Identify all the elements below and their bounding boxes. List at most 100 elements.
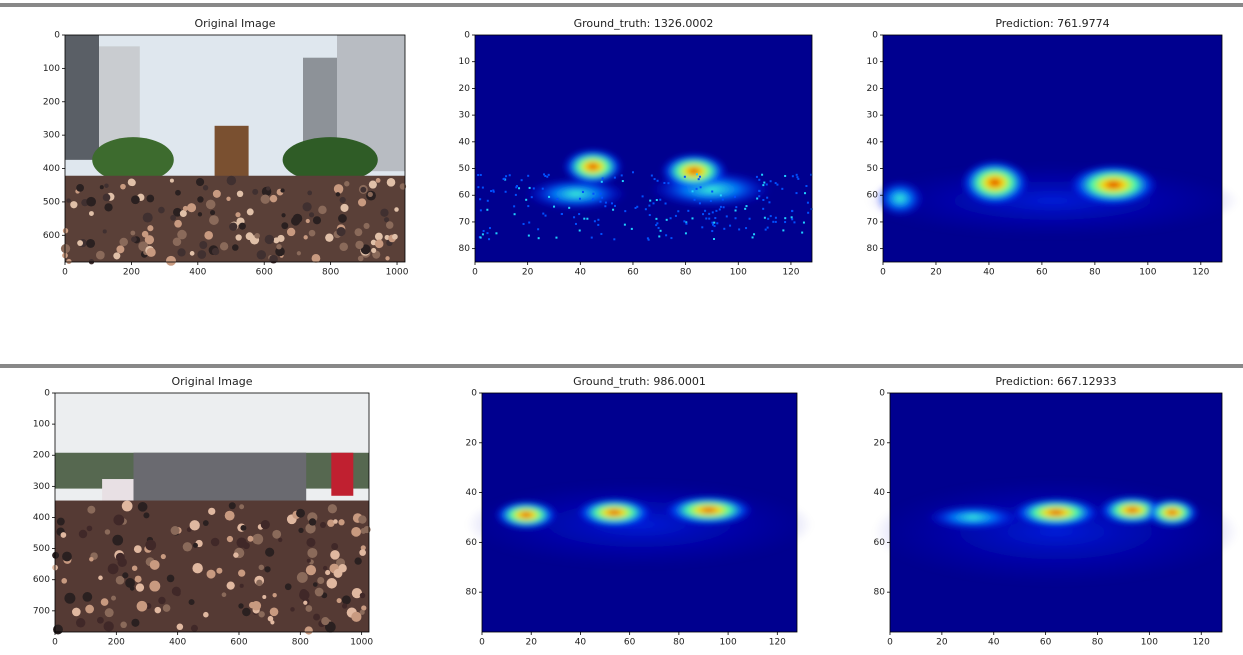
heat-speck	[515, 186, 517, 188]
person	[147, 225, 153, 231]
person	[247, 536, 253, 542]
heat-speck	[762, 184, 764, 186]
x-tick-label: 40	[988, 638, 1000, 648]
heat-speck	[700, 186, 702, 188]
person	[149, 581, 160, 592]
person	[291, 216, 300, 225]
heat-speck	[515, 194, 517, 196]
person	[270, 195, 277, 202]
y-tick-label: 50	[867, 164, 879, 174]
person	[79, 530, 87, 538]
person	[261, 520, 270, 529]
heat-speck	[698, 178, 700, 180]
person	[66, 259, 71, 264]
y-tick-label: 700	[33, 606, 50, 616]
x-tick-label: 120	[1192, 268, 1209, 278]
y-tick-label: 40	[466, 488, 478, 498]
person	[331, 543, 338, 550]
person	[265, 548, 274, 557]
person	[209, 215, 219, 225]
person	[259, 565, 265, 571]
person	[196, 178, 204, 186]
heat-speck	[486, 209, 488, 211]
person	[325, 570, 330, 575]
heat-speck	[666, 219, 668, 221]
heat-speck	[685, 223, 687, 225]
x-tick-label: 1000	[350, 638, 373, 648]
heat-speck	[642, 195, 644, 197]
person	[333, 519, 338, 524]
y-tick-label: 400	[43, 164, 60, 174]
heat-speck	[753, 233, 755, 235]
heat-speck	[575, 223, 577, 225]
person	[236, 234, 242, 240]
x-tick-label: 80	[1092, 638, 1104, 648]
heat-speck	[766, 197, 768, 199]
heat-speck	[529, 187, 531, 189]
person	[375, 240, 384, 249]
person	[187, 203, 196, 212]
person	[337, 598, 342, 603]
heat-speck	[705, 217, 707, 219]
person	[235, 212, 240, 217]
crowd	[55, 501, 369, 632]
person	[270, 620, 274, 624]
x-tick-label: 0	[479, 638, 485, 648]
y-tick-label: 30	[459, 111, 471, 121]
heat-speck	[656, 199, 658, 201]
heat-speck	[712, 211, 714, 213]
person	[290, 607, 294, 611]
x-tick-label: 0	[472, 268, 478, 278]
heat-speck	[735, 217, 737, 219]
heat-speck	[745, 227, 747, 229]
person	[53, 625, 63, 635]
person	[216, 568, 222, 574]
person	[131, 619, 139, 627]
heat-speck	[548, 196, 550, 198]
person	[270, 607, 279, 616]
person	[167, 575, 175, 583]
person	[104, 183, 108, 187]
person	[161, 554, 166, 559]
heat-speck	[480, 237, 482, 239]
y-tick-label: 300	[33, 482, 50, 492]
person	[175, 190, 181, 196]
heat-speck	[699, 202, 701, 204]
heat-speck	[658, 227, 660, 229]
heat-speck	[663, 182, 665, 184]
person	[226, 197, 230, 201]
person	[170, 179, 174, 183]
person	[336, 227, 345, 236]
heat-speck	[767, 218, 769, 220]
heat-speck	[527, 175, 529, 177]
person	[238, 603, 243, 608]
heat-speck	[505, 191, 507, 193]
person	[87, 506, 95, 514]
banner	[102, 479, 133, 501]
person	[266, 186, 270, 190]
x-tick-label: 60	[624, 638, 636, 648]
x-tick-label: 0	[887, 638, 893, 648]
person	[100, 185, 104, 189]
heat-speck	[656, 222, 658, 224]
person	[236, 538, 246, 548]
heat-speck	[735, 209, 737, 211]
person	[116, 245, 124, 253]
heat-speck	[503, 178, 505, 180]
x-tick-label: 120	[782, 268, 799, 278]
heat-speck	[665, 203, 667, 205]
person	[285, 583, 292, 590]
person	[61, 244, 70, 253]
person	[233, 552, 238, 557]
person	[63, 228, 68, 233]
person	[296, 509, 305, 518]
heat-speck	[768, 201, 770, 203]
person	[104, 203, 112, 211]
heat-speck	[711, 222, 713, 224]
heat-speck	[601, 197, 603, 199]
heat-speck	[648, 205, 650, 207]
heat-speck	[713, 222, 715, 224]
person	[203, 185, 208, 190]
heat-speck	[807, 202, 809, 204]
person	[104, 621, 114, 631]
